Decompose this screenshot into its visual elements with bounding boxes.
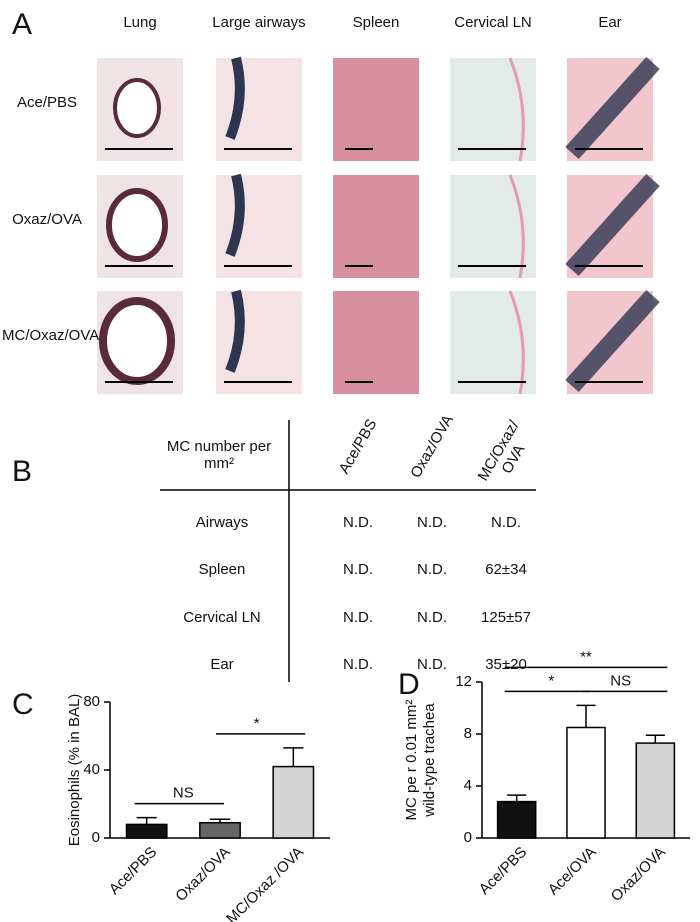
panel-label: B: [12, 455, 33, 488]
table-cell: N.D.: [417, 609, 447, 626]
airway-outline: [113, 78, 161, 138]
table-cell: N.D.: [343, 656, 373, 673]
table-cell: N.D.: [343, 609, 373, 626]
table-cell: N.D.: [343, 514, 373, 531]
table-cell: N.D.: [417, 514, 447, 531]
y-tick-label: 8: [464, 725, 472, 742]
row-label: Airways: [195, 514, 249, 531]
significance-label: **: [580, 648, 592, 665]
significance-label: *: [254, 715, 260, 732]
column-label: Spleen: [352, 14, 400, 31]
row-label: Ear: [210, 656, 234, 673]
cartilage: [565, 56, 660, 160]
y-tick-label: 40: [83, 761, 100, 778]
y-axis-label: MC pe r 0.01 mm²: [403, 700, 420, 821]
cartilage: [225, 56, 245, 140]
y-tick-label: 12: [455, 673, 472, 690]
significance-label: NS: [610, 672, 631, 689]
panel-label: D: [398, 668, 420, 701]
error-bar: [645, 734, 665, 744]
table-cell: N.D.: [417, 561, 447, 578]
x-tick-label: Ace/PBS: [476, 844, 530, 898]
bar: [125, 823, 168, 839]
y-tick-label: 0: [92, 829, 100, 846]
row-label: MC/Oxaz/OVA: [2, 327, 100, 344]
error-bar: [283, 747, 304, 767]
cartilage: [225, 289, 245, 373]
x-tick-label: Ace/PBS: [106, 844, 160, 898]
table-cell: N.D.: [417, 656, 447, 673]
significance-label: NS: [173, 785, 194, 802]
bar: [496, 800, 537, 839]
bar: [566, 726, 606, 839]
table-header: MC number per mm²: [166, 438, 272, 472]
x-tick-label: Oxaz/OVA: [608, 844, 669, 905]
error-bar: [136, 816, 157, 825]
panel-label: C: [12, 688, 34, 721]
cartilage: [565, 289, 660, 393]
error-bar: [576, 704, 596, 728]
row-label: Spleen: [198, 561, 246, 578]
cartilage: [565, 173, 660, 277]
table-cell: 35±20: [485, 656, 527, 673]
table-cell: N.D.: [491, 514, 521, 531]
bar: [635, 742, 676, 839]
significance-label: *: [548, 672, 554, 689]
error-bar: [507, 794, 527, 802]
micrograph: [333, 175, 419, 278]
y-tick-label: 0: [464, 829, 472, 846]
airway-outline: [99, 297, 175, 385]
cartilage: [225, 173, 245, 257]
x-tick-label: MC/Oxaz /OVA: [223, 844, 307, 922]
table-cell: N.D.: [343, 561, 373, 578]
x-tick-label: Oxaz/OVA: [172, 844, 233, 905]
table-cell: 62±34: [485, 561, 527, 578]
micrograph: [333, 291, 419, 394]
bar: [272, 765, 315, 839]
table-cell: 125±57: [481, 609, 531, 626]
y-tick-label: 4: [464, 777, 472, 794]
error-bar: [209, 818, 231, 823]
column-label: Cervical LN: [454, 14, 532, 31]
column-label: Ear: [598, 14, 622, 31]
y-axis-label: wild-type trachea: [421, 703, 438, 818]
airway-outline: [106, 188, 168, 262]
micrograph: [216, 291, 302, 394]
column-label: Large airways: [212, 14, 306, 31]
x-tick-label: Ace/OVA: [545, 844, 600, 899]
bar: [199, 821, 241, 839]
panel-label: A: [12, 8, 33, 41]
micrograph: [216, 175, 302, 278]
row-label: Ace/PBS: [16, 94, 78, 111]
row-label: Cervical LN: [183, 609, 261, 626]
y-tick-label: 80: [83, 693, 100, 710]
micrograph: [216, 58, 302, 161]
row-label: Oxaz/OVA: [12, 211, 82, 228]
micrograph: [333, 58, 419, 161]
column-label: Lung: [123, 14, 157, 31]
y-axis-label: Eosinophils (% in BAL): [66, 694, 83, 847]
